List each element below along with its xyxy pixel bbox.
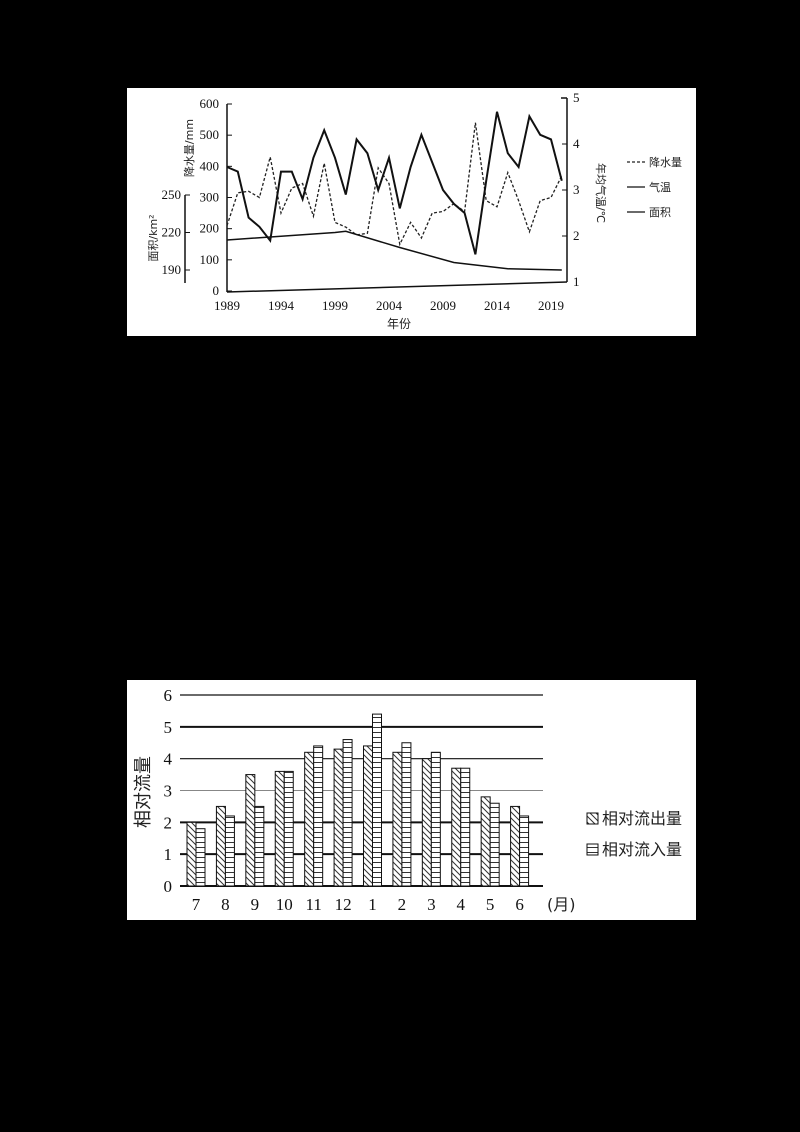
x-tick-label: 2019 (538, 298, 564, 313)
y-tick-label: 3 (164, 782, 173, 801)
x-tick-label: 9 (251, 895, 259, 914)
bar-相对流入量 (519, 815, 530, 887)
bar-相对流入量 (283, 770, 294, 887)
bar-相对流出量 (421, 758, 432, 887)
temp-tick-label: 1 (573, 274, 580, 289)
y-tick-label: 2 (164, 813, 173, 832)
y-tick-label: 0 (213, 283, 220, 298)
bar-相对流入量 (195, 828, 206, 887)
bar-相对流入量 (372, 713, 382, 887)
x-tick-label: 6 (515, 895, 524, 914)
x-tick-label: 5 (486, 895, 495, 914)
y-axis-title: 相对流量 (133, 756, 154, 828)
bar-相对流入量 (460, 767, 471, 887)
legend-label: 气温 (649, 180, 671, 194)
bar-chart-panel: 0 1 2 3 4 5 6 相对流量 7 8 9 10 11 12 1 2 3 4 5 6 (月) 相对流出量 相对流入量 (127, 680, 696, 920)
bar-相对流入量 (342, 739, 353, 887)
bar-相对流出量 (363, 745, 373, 887)
legend-label: 相对流出量 (602, 809, 682, 828)
bar-相对流出量 (274, 770, 285, 887)
bar-相对流入量 (430, 751, 441, 887)
temp-tick-label: 4 (573, 136, 580, 151)
x-tick-label: 3 (427, 895, 436, 914)
area-axis-title: 面积/km² (147, 214, 160, 261)
y-tick-label: 100 (200, 252, 220, 267)
area-tick-label: 190 (162, 262, 182, 277)
precip-axis-title: 降水量/mm (182, 119, 196, 177)
x-tick-label: 2004 (376, 298, 403, 313)
bar-相对流入量 (254, 805, 265, 887)
bar-相对流出量 (245, 774, 256, 887)
temp-axis-title: 年均气温/℃ (594, 163, 608, 223)
line-chart: 0 100 200 300 400 500 600 190 220 250 1 2 3 4 5 1989 199… (147, 90, 682, 331)
x-tick-label: 1994 (268, 298, 295, 313)
bar-相对流出量 (451, 767, 462, 887)
x-axis-unit: (月) (547, 895, 576, 914)
temp-tick-label: 5 (573, 90, 580, 105)
bar-相对流出量 (304, 751, 315, 887)
area-tick-label: 220 (162, 225, 182, 240)
x-tick-label: 10 (276, 895, 293, 914)
y-tick-label: 0 (164, 877, 173, 896)
temp-tick-label: 3 (573, 182, 580, 197)
bar-相对流出量 (510, 805, 521, 887)
legend-label: 面积 (649, 206, 671, 219)
bar-相对流出量 (392, 751, 403, 887)
y-tick-label: 200 (200, 221, 220, 236)
y-tick-label: 400 (200, 158, 220, 173)
x-tick-label: 1 (368, 895, 377, 914)
legend-swatch (586, 843, 599, 856)
area-tick-label: 250 (162, 187, 182, 202)
bar-相对流入量 (489, 802, 500, 887)
y-tick-label: 600 (200, 96, 220, 111)
x-tick-label: 2014 (484, 298, 511, 313)
series-line-面积 (226, 230, 562, 271)
x-tick-label: 7 (192, 895, 201, 914)
bar-相对流入量 (224, 815, 235, 887)
legend-label: 相对流入量 (602, 840, 682, 859)
legend-swatch (586, 812, 599, 825)
x-tick-label: 1999 (322, 298, 348, 313)
y-tick-label: 6 (164, 686, 173, 705)
bar-相对流入量 (313, 745, 324, 887)
x-tick-label: 8 (221, 895, 230, 914)
x-tick-label: 11 (305, 895, 321, 914)
x-tick-label: 1989 (214, 298, 240, 313)
x-tick-label: 4 (457, 895, 466, 914)
bar-相对流出量 (186, 821, 197, 887)
y-tick-label: 4 (164, 750, 173, 769)
bar-相对流入量 (401, 742, 412, 887)
bar-相对流出量 (333, 748, 344, 887)
line-chart-panel: 0 100 200 300 400 500 600 190 220 250 1 2 3 4 5 1989 199… (127, 88, 696, 336)
y-tick-label: 1 (164, 845, 173, 864)
x-axis (226, 281, 568, 293)
x-tick-label: 2 (398, 895, 407, 914)
series-line-降水量 (226, 122, 563, 247)
bar-相对流出量 (480, 796, 491, 887)
y-tick-label: 500 (200, 127, 220, 142)
x-tick-label: 12 (335, 895, 352, 914)
x-tick-label: 2009 (430, 298, 456, 313)
series-line-气温 (226, 111, 563, 255)
y-tick-label: 5 (164, 718, 173, 737)
bar-相对流出量 (215, 805, 226, 887)
legend-label: 降水量 (649, 155, 682, 169)
temp-tick-label: 2 (573, 228, 580, 243)
y-tick-label: 300 (200, 190, 220, 205)
x-axis-title: 年份 (387, 317, 411, 331)
